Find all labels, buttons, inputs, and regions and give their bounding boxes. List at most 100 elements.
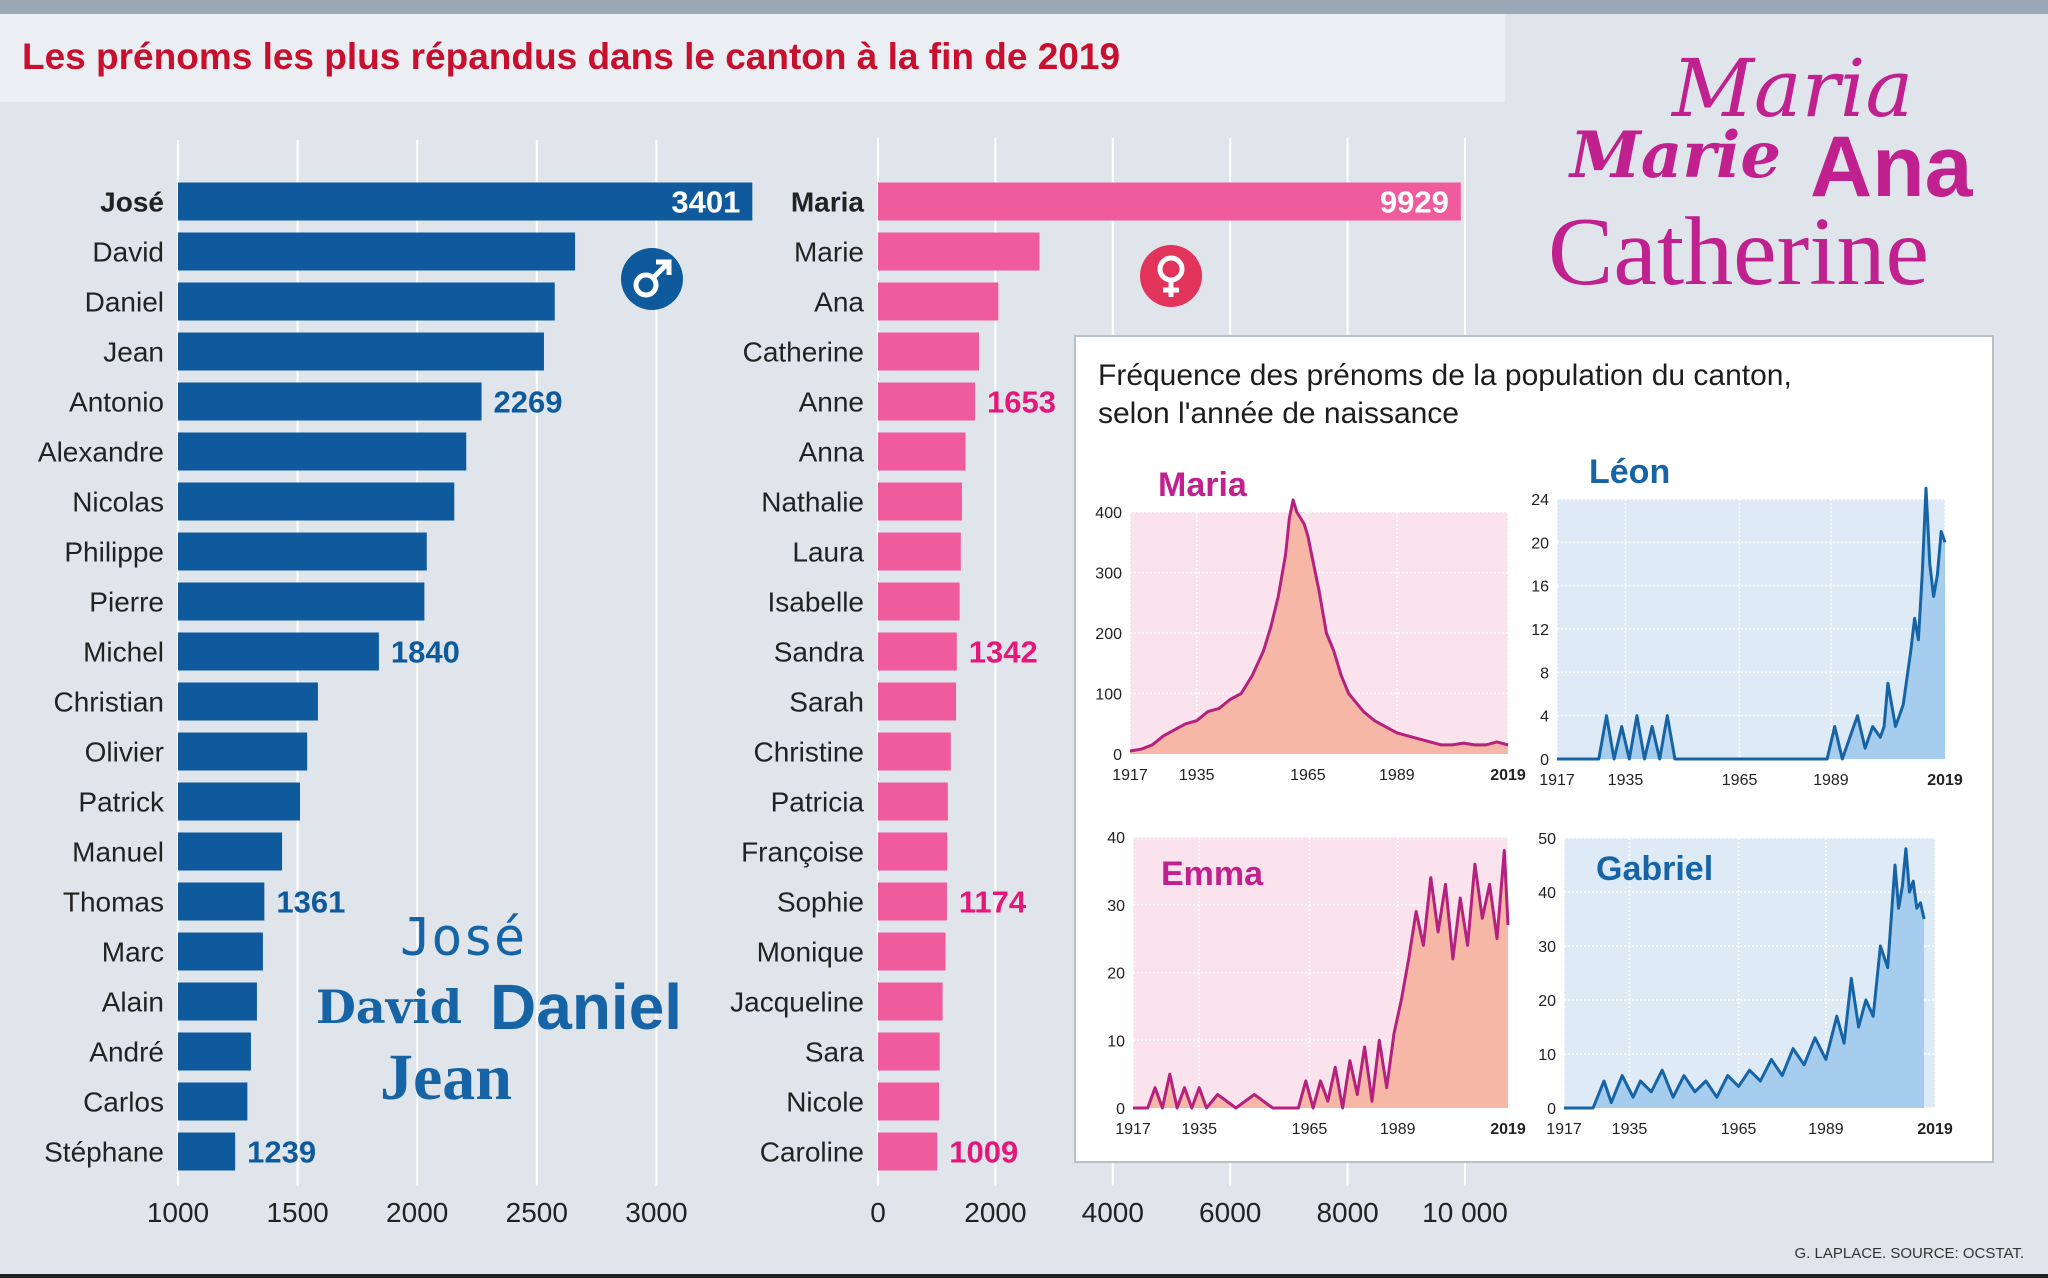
female-symbol-icon <box>1140 245 1202 307</box>
category-label: Caroline <box>760 1137 864 1168</box>
y-tick-label: 40 <box>1107 830 1125 847</box>
x-tick-label: 1989 <box>1380 1121 1416 1138</box>
bar <box>878 532 961 571</box>
y-tick-label: 50 <box>1538 831 1556 848</box>
bar <box>878 982 943 1021</box>
x-tick-label: 3000 <box>625 1197 687 1228</box>
x-tick-label: 1989 <box>1808 1121 1844 1138</box>
y-tick-label: 20 <box>1538 993 1556 1010</box>
x-tick-label: 2019 <box>1917 1121 1953 1138</box>
x-tick-label: 1965 <box>1290 767 1326 784</box>
value-label: 1342 <box>969 635 1038 670</box>
series-line <box>1564 847 1926 1110</box>
subchart-léon: 0 4 8 12 16 20 24 1917 1935 1965 1989 2019 Léon <box>1531 453 1963 789</box>
category-label: Marc <box>102 937 164 968</box>
category-label: Marie <box>794 237 864 268</box>
male-name-david: David <box>316 980 463 1034</box>
bar <box>878 632 957 671</box>
x-tick-label: 2019 <box>1490 1121 1526 1138</box>
x-tick-label: 1500 <box>266 1197 328 1228</box>
bar <box>878 382 976 421</box>
x-tick-label: 0 <box>870 1197 886 1228</box>
y-tick-label: 30 <box>1107 898 1125 915</box>
bar <box>178 582 425 621</box>
bar <box>878 332 979 371</box>
top-border <box>0 0 2048 14</box>
male-name-jean: Jean <box>380 1041 512 1114</box>
x-tick-label: 1935 <box>1612 1121 1648 1138</box>
series-name: Emma <box>1161 855 1264 893</box>
male-symbol-icon <box>621 248 683 310</box>
source-credit: G. LAPLACE. SOURCE: OCSTAT. <box>1794 1245 2025 1262</box>
y-tick-label: 40 <box>1538 885 1556 902</box>
value-label: 1840 <box>391 635 460 670</box>
y-tick-label: 0 <box>1116 1101 1125 1118</box>
category-label: Monique <box>757 937 864 968</box>
bar <box>178 982 257 1021</box>
bar <box>178 182 753 221</box>
value-label: 2269 <box>494 385 563 420</box>
category-label: Jean <box>103 337 164 368</box>
x-tick-label: 1965 <box>1721 1121 1757 1138</box>
x-tick-label: 1989 <box>1813 772 1849 789</box>
category-label: Christine <box>754 737 864 768</box>
bar <box>878 1082 940 1121</box>
y-tick-label: 300 <box>1095 566 1122 583</box>
bar <box>178 432 467 471</box>
category-label: Alexandre <box>38 437 164 468</box>
category-label: Michel <box>83 637 164 668</box>
category-label: André <box>89 1037 164 1068</box>
y-tick-label: 4 <box>1540 709 1549 726</box>
value-label: 9929 <box>1380 185 1449 220</box>
category-label: David <box>92 237 164 268</box>
value-label: 1009 <box>949 1135 1018 1170</box>
category-label: Jacqueline <box>730 987 864 1018</box>
subchart-emma: 0 10 20 30 40 1917 1935 1965 1989 2019 Emma <box>1107 830 1526 1138</box>
x-tick-label: 6000 <box>1199 1197 1261 1228</box>
bar <box>178 332 544 371</box>
y-tick-label: 16 <box>1531 579 1549 596</box>
x-tick-label: 1935 <box>1179 767 1215 784</box>
bar <box>178 482 455 521</box>
x-tick-label: 1917 <box>1115 1121 1151 1138</box>
x-tick-label: 1000 <box>147 1197 209 1228</box>
category-label: Alain <box>102 987 164 1018</box>
category-label: Carlos <box>83 1087 164 1118</box>
y-tick-label: 0 <box>1113 747 1122 764</box>
bar <box>178 732 308 771</box>
bar <box>178 782 300 821</box>
page-title: Les prénoms les plus répandus dans le ca… <box>22 36 1121 77</box>
category-label: Stéphane <box>44 1137 164 1168</box>
bar <box>178 632 379 671</box>
area-fill <box>1133 850 1508 1108</box>
bar <box>178 1132 236 1171</box>
female-name-catherine: Catherine <box>1548 198 1929 306</box>
bottom-border <box>0 1274 2048 1278</box>
bar <box>178 382 482 421</box>
bar <box>178 1082 248 1121</box>
series-line <box>1133 849 1510 1110</box>
bar <box>178 932 263 971</box>
x-tick-label: 1935 <box>1608 772 1644 789</box>
x-tick-label: 1917 <box>1112 767 1148 784</box>
x-tick-label: 1917 <box>1546 1121 1582 1138</box>
category-label: Ana <box>814 287 864 318</box>
frequency-panel: Fréquence des prénoms de la population d… <box>1074 335 1994 1163</box>
x-tick-label: 2000 <box>964 1197 1026 1228</box>
y-tick-label: 8 <box>1540 665 1549 682</box>
bar <box>878 1132 938 1171</box>
subchart-maria: 0 100 200 300 400 1917 1935 1965 1989 2019 Maria <box>1095 466 1526 784</box>
category-label: Daniel <box>85 287 164 318</box>
x-tick-label: 1917 <box>1539 772 1575 789</box>
bar <box>878 832 948 871</box>
bar <box>878 932 946 971</box>
value-label: 1174 <box>959 885 1027 920</box>
male-name-jose: José <box>400 908 526 968</box>
bar <box>178 682 318 721</box>
bar <box>878 1032 940 1071</box>
x-tick-label: 2500 <box>506 1197 568 1228</box>
category-label: Olivier <box>85 737 164 768</box>
y-tick-label: 10 <box>1538 1047 1556 1064</box>
